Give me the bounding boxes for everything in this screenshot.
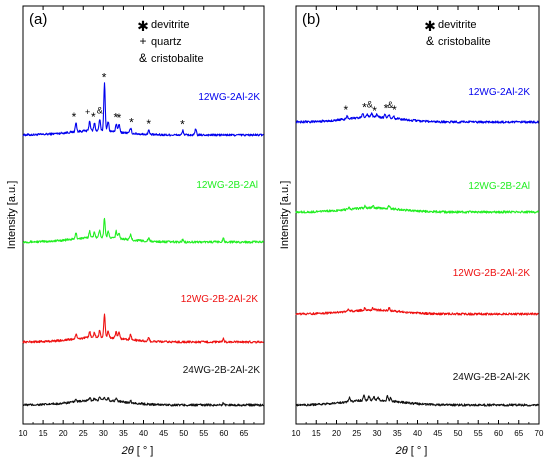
- legend-text: devitrite: [151, 19, 190, 31]
- x-tick-label: 55: [474, 429, 483, 438]
- series-label: 24WG-2B-2Al-2K: [183, 365, 261, 376]
- x-axis-symbol: 2θ: [121, 445, 134, 457]
- y-axis-label: Intensity [a.u.]: [6, 181, 18, 249]
- peak-marker: *: [146, 117, 151, 131]
- series-label: 12WG-2B-2Al: [196, 180, 258, 191]
- series-line: [296, 395, 539, 406]
- series-label: 12WG-2B-2Al-2K: [181, 294, 259, 305]
- legend-symbol: &: [139, 51, 147, 65]
- series-label: 12WG-2B-2Al: [468, 181, 530, 192]
- series-label: 24WG-2B-2Al-2K: [453, 372, 531, 383]
- peak-marker: +: [85, 107, 90, 117]
- x-tick-label: 30: [373, 429, 382, 438]
- x-tick-label: 35: [119, 429, 128, 438]
- series-line: [296, 205, 539, 213]
- x-tick-label: 65: [239, 429, 248, 438]
- peak-marker: &: [97, 105, 103, 115]
- legend-text: devitrite: [438, 19, 477, 31]
- y-axis-label: Intensity [a.u.]: [279, 181, 291, 249]
- plot-frame: [23, 6, 264, 424]
- legend-text: cristobalite: [151, 53, 204, 65]
- x-tick-label: 35: [393, 429, 402, 438]
- series-line: [296, 113, 539, 123]
- x-tick-label: 40: [413, 429, 422, 438]
- peak-marker: *: [343, 103, 348, 117]
- series-label: 12WG-2B-2Al-2K: [453, 268, 531, 279]
- x-tick-label: 20: [332, 429, 341, 438]
- x-tick-label: 25: [352, 429, 361, 438]
- panel-label: (a): [29, 11, 47, 28]
- x-tick-label: 60: [219, 429, 228, 438]
- series-line: [23, 218, 264, 243]
- peak-marker: *: [72, 110, 77, 124]
- legend-text: cristobalite: [438, 36, 491, 48]
- panel-a: 10 15 20 25 30 35 40 45 50 55 60 65 2θ[ ° ] Intensity…: [6, 6, 264, 457]
- x-axis-label: 2θ[ ° ]: [395, 445, 428, 457]
- plot-frame: [296, 6, 539, 424]
- x-axis-symbol: 2θ: [395, 445, 408, 457]
- x-tick-label: 55: [199, 429, 208, 438]
- x-axis-unit: [ ° ]: [411, 445, 428, 457]
- series-label: 12WG-2Al-2K: [468, 87, 530, 98]
- legend-symbol: &: [426, 34, 434, 48]
- series-line: [23, 397, 264, 406]
- x-tick-label: 15: [39, 429, 48, 438]
- peak-marker: *: [180, 118, 185, 132]
- x-tick-label: 10: [19, 429, 28, 438]
- series-line: [296, 307, 539, 315]
- x-tick-label: 45: [159, 429, 168, 438]
- x-tick-label: 25: [79, 429, 88, 438]
- series-line: [23, 314, 264, 343]
- series-line: [23, 83, 264, 136]
- peak-marker: *: [91, 110, 96, 124]
- x-tick-label: 70: [535, 429, 544, 438]
- x-tick-label: 20: [59, 429, 68, 438]
- panel-label: (b): [302, 11, 320, 28]
- x-tick-label: 60: [494, 429, 503, 438]
- peak-marker: *: [372, 104, 377, 118]
- series-label: 12WG-2Al-2K: [198, 92, 260, 103]
- peak-marker: *: [129, 115, 134, 129]
- x-tick-label: 40: [139, 429, 148, 438]
- legend-symbol: ✱: [137, 18, 149, 34]
- x-tick-label: 65: [514, 429, 523, 438]
- x-tick-label: 30: [99, 429, 108, 438]
- peak-marker: *: [392, 103, 397, 117]
- x-axis-label: 2θ[ ° ]: [121, 445, 154, 457]
- legend-symbol: +: [139, 34, 146, 48]
- legend-symbol: ✱: [424, 18, 436, 34]
- x-tick-label: 50: [179, 429, 188, 438]
- peak-marker: *: [117, 111, 122, 125]
- x-tick-label: 50: [454, 429, 463, 438]
- x-tick-label: 15: [312, 429, 321, 438]
- x-tick-label: 45: [433, 429, 442, 438]
- x-axis-unit: [ ° ]: [137, 445, 154, 457]
- peak-marker: *: [102, 70, 107, 84]
- panel-b: 10 15 20 25 30 35 40 45 50 55 60 65 70 2θ[ ° ] Intensi…: [279, 6, 544, 457]
- x-tick-label: 10: [292, 429, 301, 438]
- legend-text: quartz: [151, 36, 182, 48]
